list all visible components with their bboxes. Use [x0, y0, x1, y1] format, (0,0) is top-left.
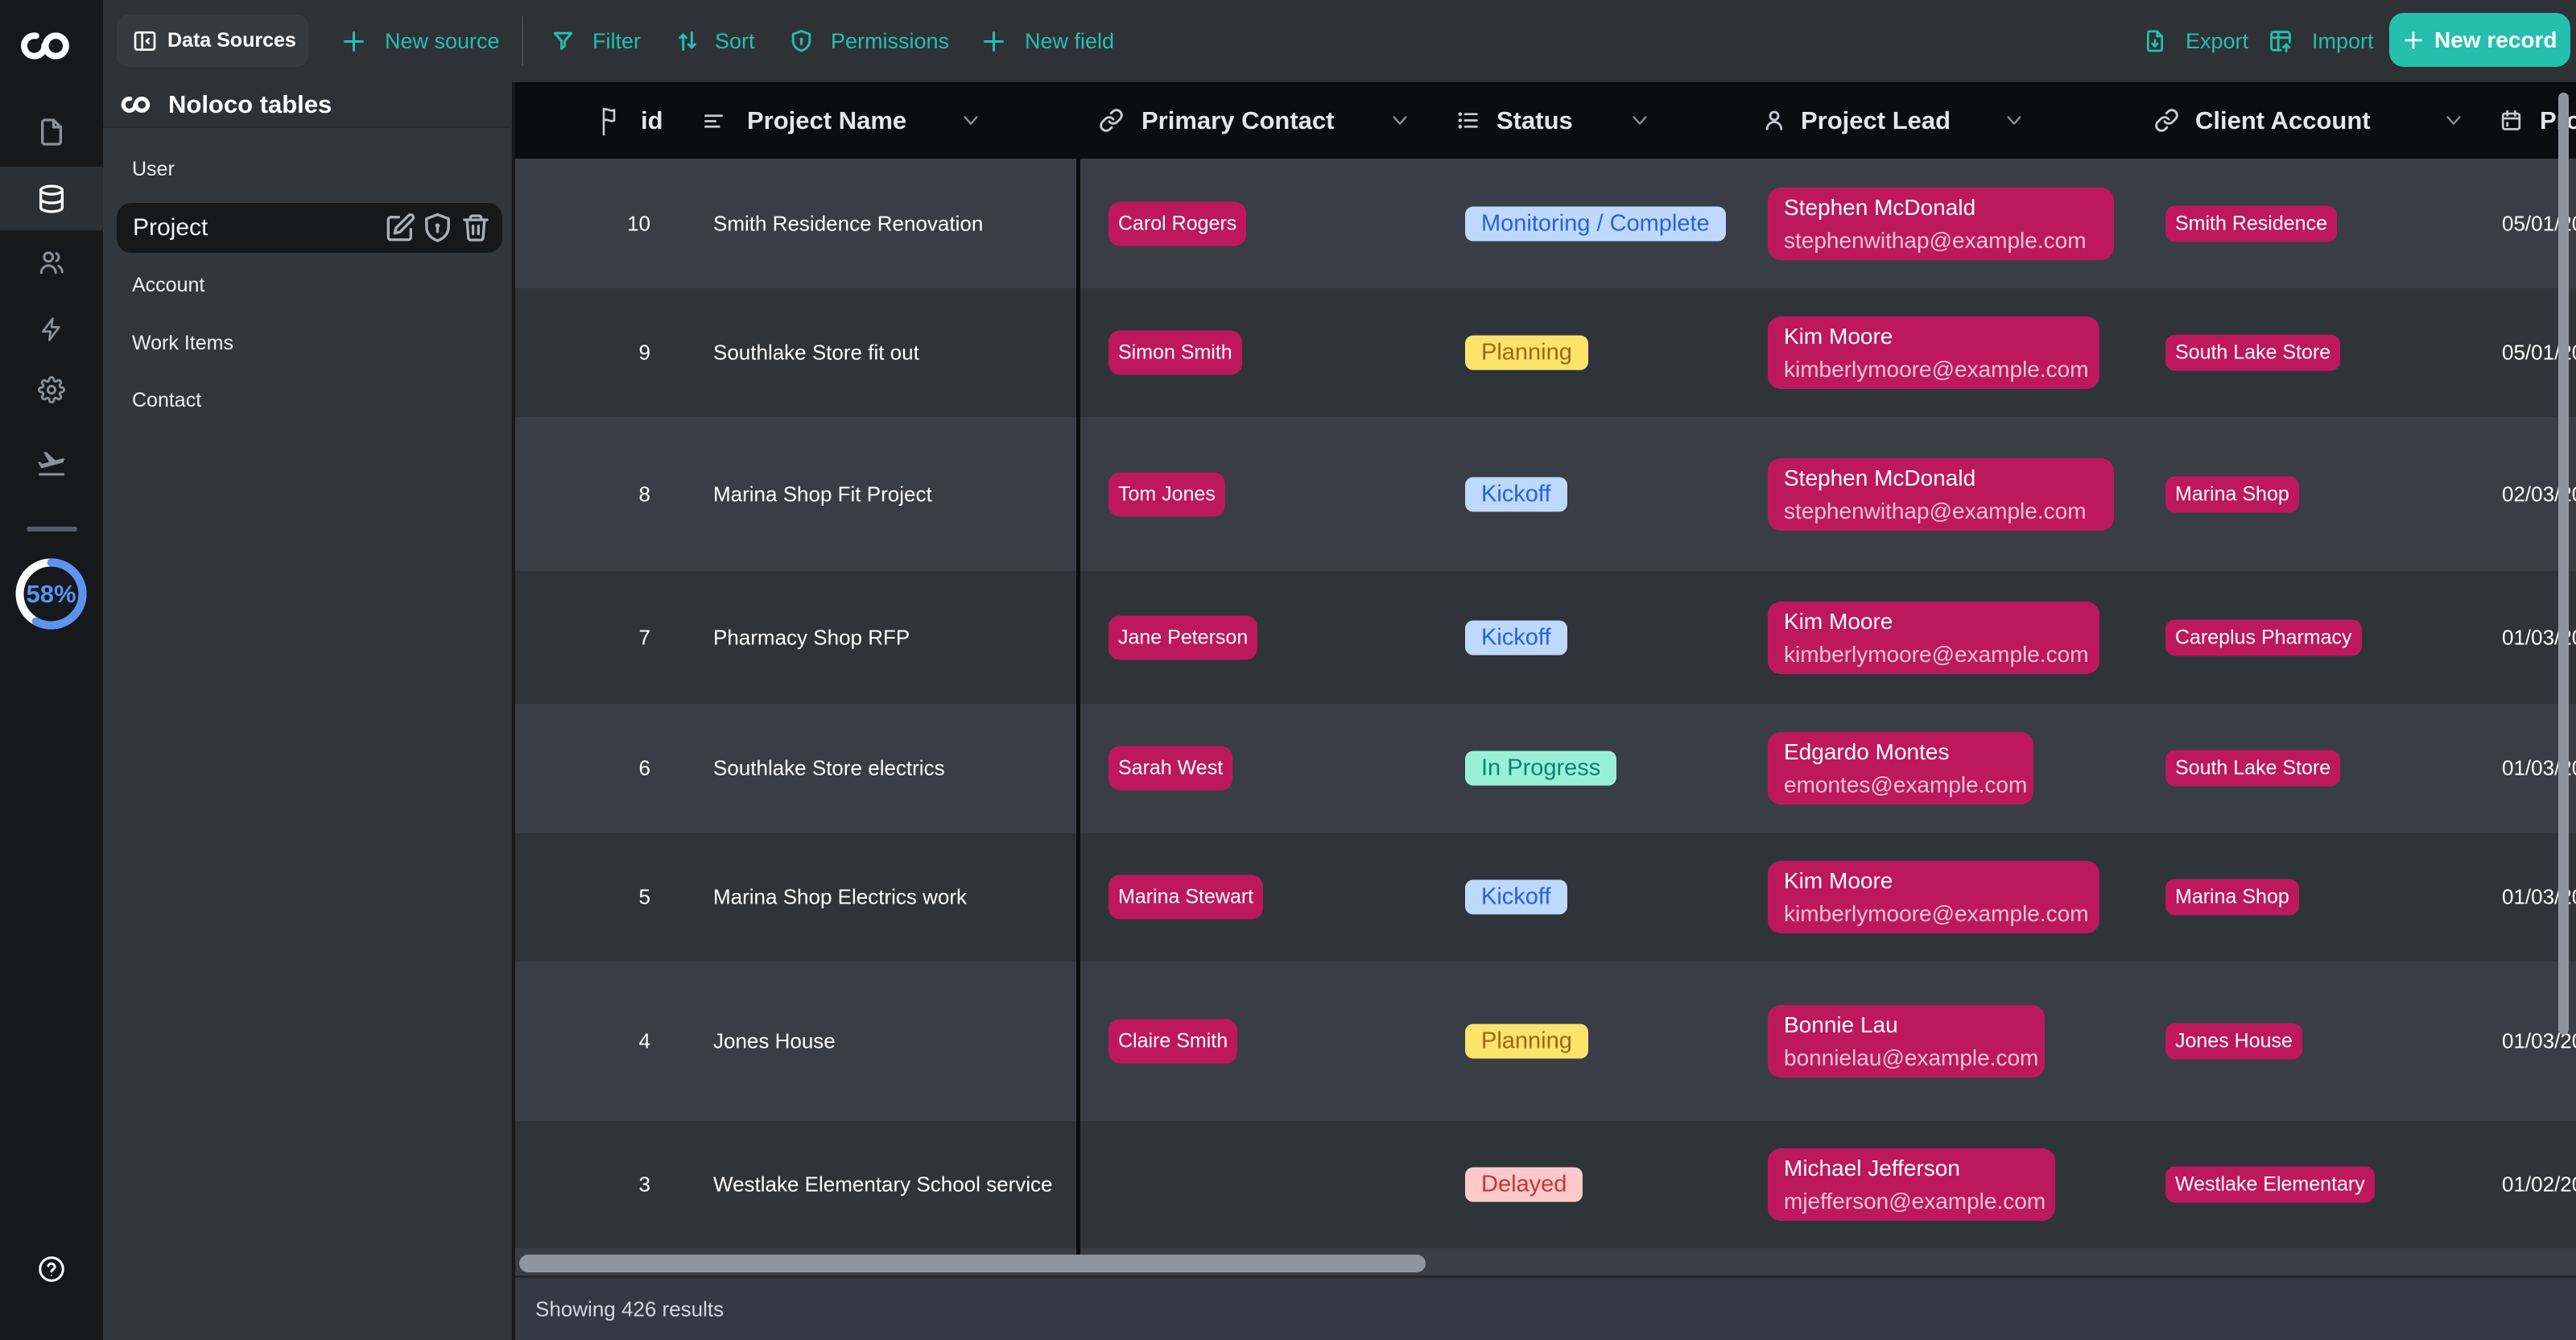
- svg-text:58%: 58%: [26, 580, 76, 608]
